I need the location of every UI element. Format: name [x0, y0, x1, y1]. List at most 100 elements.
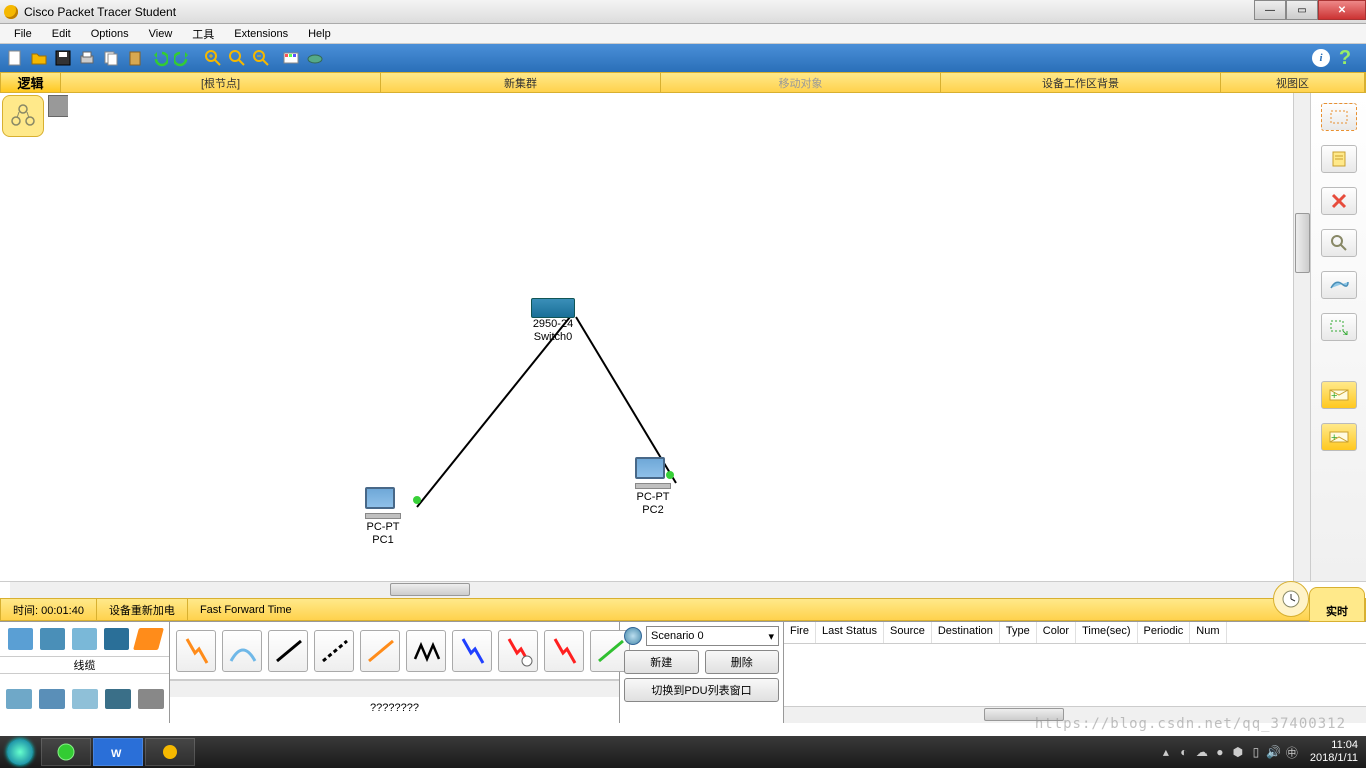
redo-icon[interactable]: [172, 47, 194, 69]
vertical-scrollbar[interactable]: [1293, 93, 1310, 581]
task-wps-icon[interactable]: W: [93, 738, 143, 766]
device-sw0[interactable]: 2950-24Switch0: [531, 298, 575, 344]
pdu-col-type[interactable]: Type: [1000, 622, 1037, 643]
start-button[interactable]: [0, 736, 40, 768]
conn-fiber[interactable]: [360, 630, 400, 672]
maximize-button[interactable]: ▭: [1286, 0, 1318, 20]
tray-app3-icon[interactable]: ●: [1212, 744, 1228, 760]
realtime-tab[interactable]: 实时: [1309, 587, 1365, 622]
pdu-col-timesec[interactable]: Time(sec): [1076, 622, 1137, 643]
copy-icon[interactable]: [100, 47, 122, 69]
canvas[interactable]: 2950-24Switch0 PC-PTPC1 PC-PTPC2: [68, 93, 1293, 581]
hubs-category-icon[interactable]: [72, 628, 97, 650]
routers-category-icon[interactable]: [8, 628, 33, 650]
open-file-icon[interactable]: [28, 47, 50, 69]
scenario-delete-button[interactable]: 删除: [705, 650, 780, 674]
conn-serial-dce[interactable]: [498, 630, 538, 672]
zoom-out-icon[interactable]: [250, 47, 272, 69]
note-tool-icon[interactable]: [1321, 145, 1357, 173]
tray-app1-icon[interactable]: ◐: [1176, 744, 1192, 760]
pdu-col-color[interactable]: Color: [1037, 622, 1076, 643]
connections-category-icon[interactable]: [133, 628, 164, 650]
horizontal-scrollbar[interactable]: [10, 582, 1293, 598]
inspect-tool-icon[interactable]: [1321, 229, 1357, 257]
resize-tool-icon[interactable]: [1321, 313, 1357, 341]
close-button[interactable]: ✕: [1318, 0, 1366, 20]
zoom-in-icon[interactable]: [202, 47, 224, 69]
wireless-category-icon[interactable]: [104, 628, 129, 650]
save-icon[interactable]: [52, 47, 74, 69]
workspace-bg-button[interactable]: 设备工作区背景: [941, 73, 1221, 92]
paste-icon[interactable]: [124, 47, 146, 69]
pdu-col-laststatus[interactable]: Last Status: [816, 622, 884, 643]
clock-icon[interactable]: [1273, 581, 1309, 617]
pdu-col-fire[interactable]: Fire: [784, 622, 816, 643]
conn-console[interactable]: [222, 630, 262, 672]
nav-thumbnail[interactable]: [48, 95, 70, 117]
tray-ime-icon[interactable]: ㊥: [1284, 744, 1300, 760]
viewport-button[interactable]: 视图区: [1221, 73, 1365, 92]
menu-edit[interactable]: Edit: [42, 26, 81, 42]
new-file-icon[interactable]: [4, 47, 26, 69]
draw-tool-icon[interactable]: [1321, 271, 1357, 299]
watermark: https://blog.csdn.net/qq_37400312: [1035, 716, 1346, 732]
help-icon[interactable]: ?: [1336, 49, 1354, 67]
menu-tools[interactable]: 工具: [182, 24, 224, 44]
device-item-1[interactable]: [6, 689, 32, 709]
switches-category-icon[interactable]: [40, 628, 65, 650]
conn-auto[interactable]: [176, 630, 216, 672]
fast-forward-button[interactable]: Fast Forward Time: [188, 599, 304, 620]
conn-coax[interactable]: [452, 630, 492, 672]
tray-clock[interactable]: 11:04 2018/1/11: [1302, 739, 1358, 765]
device-item-5[interactable]: [138, 689, 164, 709]
pdu-header: FireLast StatusSourceDestinationTypeColo…: [784, 622, 1366, 644]
print-icon[interactable]: [76, 47, 98, 69]
root-button[interactable]: [根节点]: [61, 73, 381, 92]
nav-cluster-icon[interactable]: [2, 95, 44, 137]
conn-copper-straight[interactable]: [268, 630, 308, 672]
custom-device-icon[interactable]: [304, 47, 326, 69]
conn-phone[interactable]: [406, 630, 446, 672]
task-pt-icon[interactable]: [145, 738, 195, 766]
tray-app2-icon[interactable]: ☁: [1194, 744, 1210, 760]
tray-network-icon[interactable]: ▯: [1248, 744, 1264, 760]
device-pc2[interactable]: PC-PTPC2: [635, 457, 671, 517]
simple-pdu-icon[interactable]: +: [1321, 381, 1357, 409]
menu-extensions[interactable]: Extensions: [224, 26, 298, 42]
power-cycle-button[interactable]: 设备重新加电: [97, 599, 188, 620]
device-pc1[interactable]: PC-PTPC1: [365, 487, 401, 547]
pdu-col-periodic[interactable]: Periodic: [1138, 622, 1191, 643]
tray-up-icon[interactable]: ▴: [1158, 744, 1174, 760]
conn-serial-dte[interactable]: [544, 630, 584, 672]
pdu-col-source[interactable]: Source: [884, 622, 932, 643]
tray-app4-icon[interactable]: ⬢: [1230, 744, 1246, 760]
conn-hscroll[interactable]: [170, 680, 619, 697]
device-item-4[interactable]: [105, 689, 131, 709]
move-object-button[interactable]: 移动对象: [661, 73, 941, 92]
select-tool-icon[interactable]: [1321, 103, 1357, 131]
scenario-select[interactable]: Scenario 0 ▾: [646, 626, 779, 646]
device-item-2[interactable]: [39, 689, 65, 709]
toggle-pdu-list-button[interactable]: 切换到PDU列表窗口: [624, 678, 779, 702]
undo-icon[interactable]: [148, 47, 170, 69]
pdu-col-destination[interactable]: Destination: [932, 622, 1000, 643]
menu-help[interactable]: Help: [298, 26, 341, 42]
complex-pdu-icon[interactable]: +: [1321, 423, 1357, 451]
menu-options[interactable]: Options: [81, 26, 139, 42]
menu-file[interactable]: File: [4, 26, 42, 42]
tray-volume-icon[interactable]: 🔊: [1266, 744, 1282, 760]
task-ie-icon[interactable]: [41, 738, 91, 766]
conn-copper-cross[interactable]: [314, 630, 354, 672]
minimize-button[interactable]: —: [1254, 0, 1286, 20]
zoom-reset-icon[interactable]: [226, 47, 248, 69]
pdu-col-num[interactable]: Num: [1190, 622, 1226, 643]
device-item-3[interactable]: [72, 689, 98, 709]
new-cluster-button[interactable]: 新集群: [381, 73, 661, 92]
delete-tool-icon[interactable]: [1321, 187, 1357, 215]
scenario-new-button[interactable]: 新建: [624, 650, 699, 674]
scenario-info-icon[interactable]: [624, 627, 642, 645]
info-icon[interactable]: i: [1312, 49, 1330, 67]
menu-view[interactable]: View: [139, 26, 183, 42]
palette-icon[interactable]: [280, 47, 302, 69]
logical-tab[interactable]: 逻辑: [1, 73, 61, 92]
